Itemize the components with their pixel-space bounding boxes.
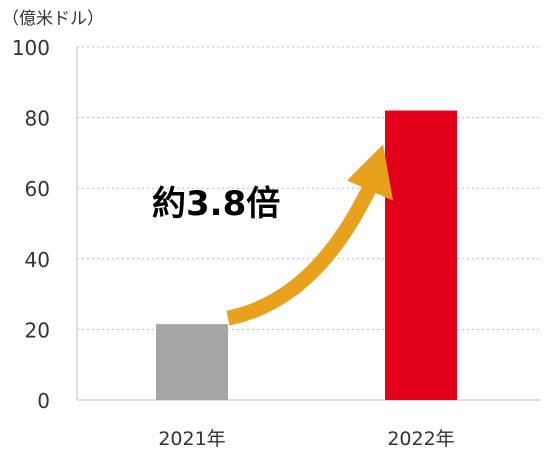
bars: [156, 110, 457, 400]
x-tick-label: 2022年: [387, 428, 454, 450]
y-tick-label: 40: [25, 248, 50, 272]
gridlines: [77, 46, 540, 330]
y-tick-label: 0: [37, 389, 50, 413]
y-tick-label: 80: [25, 107, 50, 131]
bar-1: [385, 110, 457, 400]
y-tick-label: 60: [25, 177, 50, 201]
y-tick-labels: 0 20 40 60 80 100: [12, 36, 50, 413]
unit-label: （億米ドル）: [2, 9, 104, 29]
bar-0: [156, 324, 228, 400]
arrow-head: [347, 144, 393, 201]
axes: [76, 47, 540, 401]
y-tick-label: 20: [25, 318, 50, 342]
arrow-shaft: [226, 177, 380, 326]
growth-arrow: [226, 144, 393, 326]
growth-annotation: 約3.8倍: [152, 184, 281, 224]
x-tick-label: 2021年: [158, 428, 225, 450]
x-tick-labels: 2021年 2022年: [158, 428, 454, 450]
y-tick-label: 100: [12, 36, 50, 60]
